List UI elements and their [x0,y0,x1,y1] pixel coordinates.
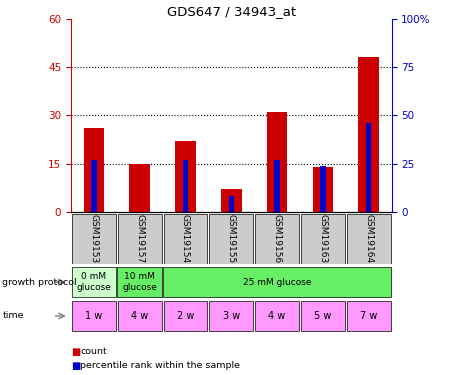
Text: count: count [80,347,107,356]
Text: GSM19153: GSM19153 [89,214,98,264]
Bar [118,214,162,264]
Title: GDS647 / 34943_at: GDS647 / 34943_at [167,4,296,18]
Text: ■: ■ [71,347,80,357]
Text: 10 mM
glucose: 10 mM glucose [122,273,157,292]
Bar [71,267,116,297]
Text: 3 w: 3 w [223,311,240,321]
Text: 5 w: 5 w [314,311,332,321]
Bar [209,214,253,264]
Text: GSM19154: GSM19154 [181,214,190,264]
Text: GSM19157: GSM19157 [135,214,144,264]
Bar [255,301,299,331]
Bar [320,165,326,212]
Bar [221,189,241,212]
Text: 4 w: 4 w [268,311,286,321]
Text: 25 mM glucose: 25 mM glucose [243,278,311,286]
Bar [347,214,391,264]
Bar [91,160,97,212]
Text: 1 w: 1 w [85,311,103,321]
Text: ■: ■ [71,361,80,370]
Bar [209,301,253,331]
Bar [358,57,379,212]
Bar [255,214,299,264]
Text: 0 mM
glucose: 0 mM glucose [76,273,111,292]
Bar [301,214,345,264]
Bar [164,301,207,331]
Text: 2 w: 2 w [177,311,194,321]
Bar [164,214,207,264]
Text: GSM19156: GSM19156 [273,214,282,264]
Bar [72,214,116,264]
Text: time: time [2,311,24,320]
Text: 4 w: 4 w [131,311,148,321]
Bar [129,164,150,212]
Bar [347,301,391,331]
Text: GSM19155: GSM19155 [227,214,236,264]
Bar [312,167,333,212]
Bar [163,267,391,297]
Text: 7 w: 7 w [360,311,377,321]
Bar [267,112,287,212]
Bar [183,160,188,212]
Bar [72,301,116,331]
Bar [229,196,234,212]
Text: GSM19164: GSM19164 [364,214,373,264]
Bar [175,141,196,212]
Bar [274,160,280,212]
Bar [366,123,371,212]
Text: percentile rank within the sample: percentile rank within the sample [80,361,240,370]
Text: growth protocol: growth protocol [2,278,77,286]
Bar [83,128,104,212]
Bar [118,301,162,331]
Bar [117,267,162,297]
Bar [301,301,345,331]
Text: GSM19163: GSM19163 [318,214,327,264]
